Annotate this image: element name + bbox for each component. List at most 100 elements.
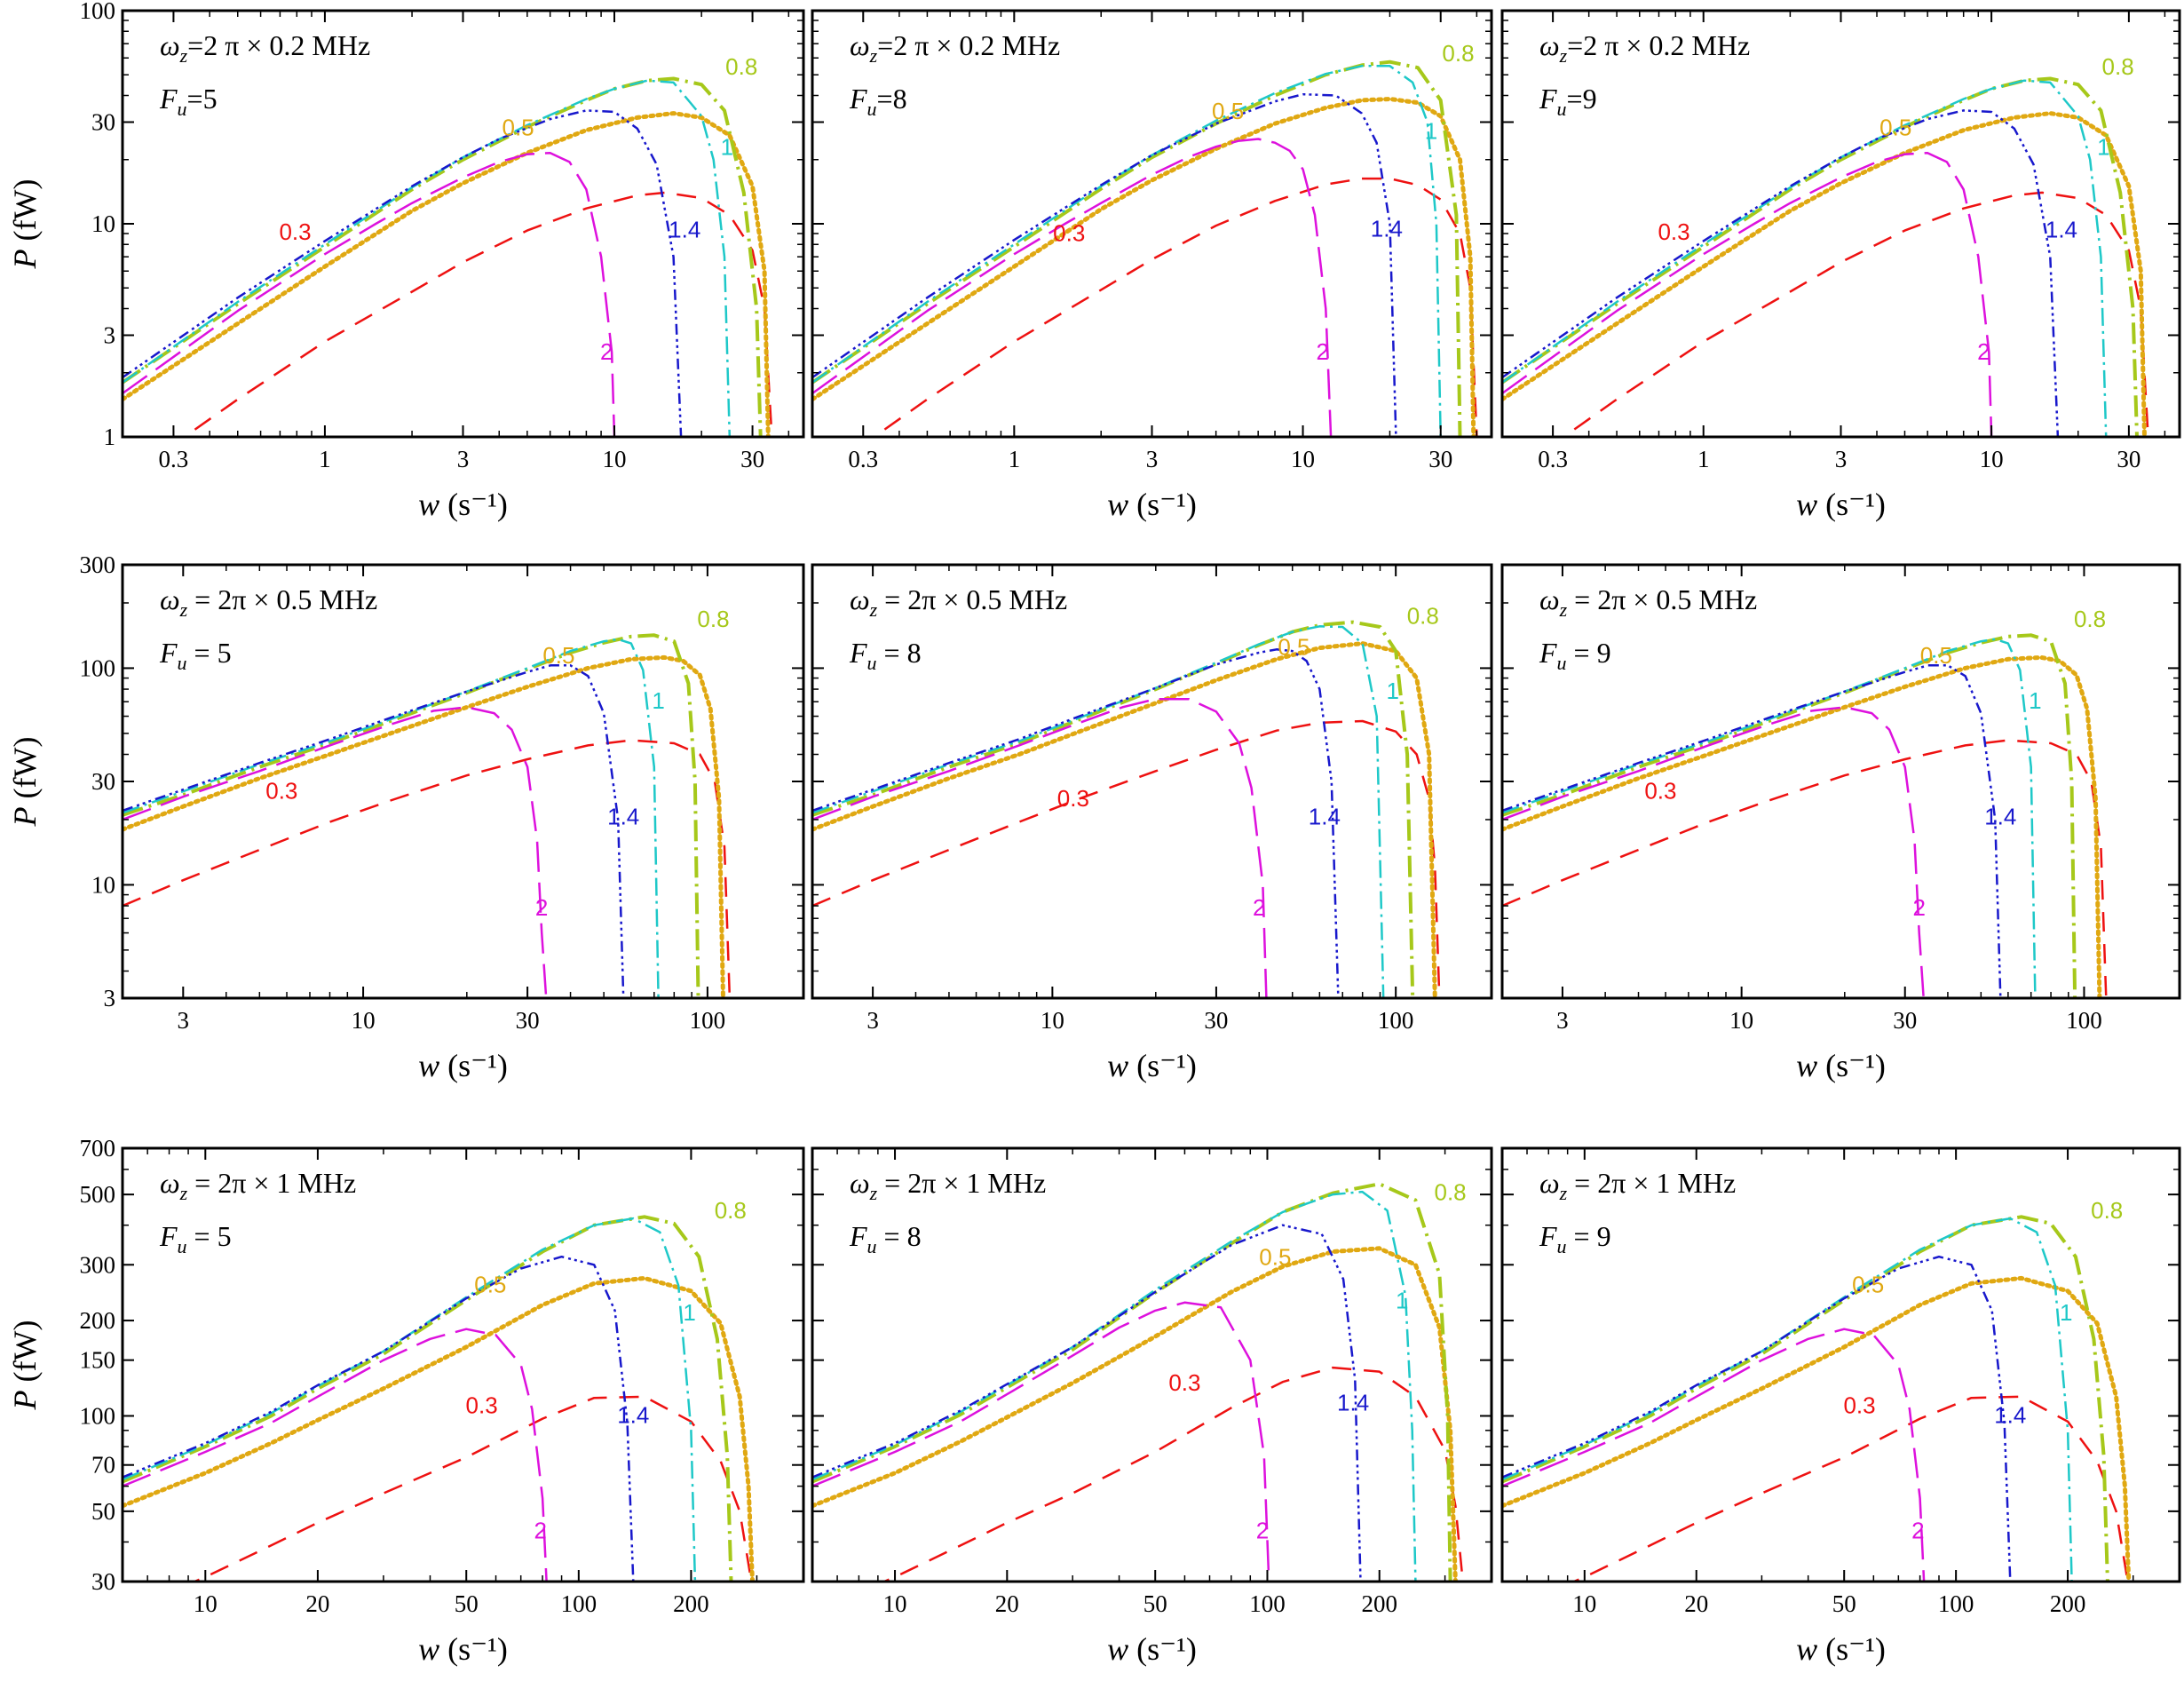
curve-label-1.4: 1.4 [607,803,639,829]
x-tick-label: 10 [603,446,627,472]
y-axis-label: P (fW) [7,1320,43,1411]
annotation-fu: Fu = 5 [159,1220,232,1257]
curve-label-0.3: 0.3 [1053,219,1085,246]
x-tick-label: 0.3 [1538,446,1568,472]
x-tick-label: 50 [1143,1590,1167,1617]
curve-label-0.8: 0.8 [2074,606,2106,632]
x-tick-label: 0.3 [848,446,878,472]
curve-label-1: 1 [721,134,733,161]
curve-label-2: 2 [534,1518,547,1544]
series-line-1 [812,1190,1417,1582]
x-axis-label: w (s⁻¹) [418,1048,508,1083]
x-axis-label: w (s⁻¹) [1107,1048,1197,1083]
curve-label-2: 2 [535,894,548,921]
curve-label-1.4: 1.4 [617,1401,649,1428]
x-tick-label: 20 [305,1590,329,1617]
series-line-0.8 [123,76,763,437]
x-tick-label: 100 [2066,1007,2102,1034]
panel-r1-c1: 3 10 30 100 0.3 0.5 0.8 1 1.4 2 ωz = 2π × 0.5 MHz F… [811,563,1493,1083]
plot-frame [121,9,805,439]
series-line-2 [812,138,1333,437]
x-tick-label: 200 [2050,1590,2086,1617]
x-tick-label: 100 [1938,1590,1974,1617]
series-line-0.8 [123,633,700,998]
annotation-fu: Fu = 8 [849,1220,922,1257]
panel-r1-c2: 3 10 30 100 0.3 0.5 0.8 1 1.4 2 ωz = 2π × 0.5 MHz F… [1500,563,2181,1083]
curve-label-0.3: 0.3 [1057,785,1089,812]
series-line-0.3 [123,739,732,998]
series-line-2 [812,697,1268,998]
series-line-2 [1502,151,1993,437]
x-axis-label: w (s⁻¹) [1107,1631,1197,1667]
x-tick-label: 3 [1146,446,1159,472]
x-tick-label: 3 [457,446,470,472]
curve-label-0.3: 0.3 [1168,1369,1200,1396]
series-line-1 [1502,638,2037,998]
curve-label-0.3: 0.3 [1843,1392,1875,1418]
curves [1502,1215,2132,1582]
y-tick-label: 3 [104,985,116,1011]
panel-r1-c0: 3 10 30 100 3 10 30 100 300 0.3 0.5 0.8 1 1.4 2 ωz = 2π… [7,551,805,1083]
y-tick-label: 10 [91,871,115,898]
curve-label-1.4: 1.4 [1309,803,1341,829]
panel-r0-c2: 0.3 1 3 10 30 0.3 0.5 0.8 1 1.4 2 ωz=2 π × 0.2 MHz F… [1500,9,2181,522]
series-line-1 [812,65,1442,437]
y-tick-label: 30 [91,1568,115,1595]
series-line-0.5 [1502,111,2147,437]
series-line-1.4 [123,1255,635,1582]
series-line-0.3 [192,1395,753,1582]
series-line-0.8 [1502,1215,2109,1582]
x-tick-label: 200 [1361,1590,1397,1617]
y-tick-label: 50 [91,1498,115,1525]
x-tick-label: 1 [1697,446,1710,472]
curves [812,620,1441,998]
series-line-1 [123,1217,697,1582]
curves [812,59,1478,437]
x-axis-label: w (s⁻¹) [418,1631,508,1667]
curve-label-0.8: 0.8 [715,1197,747,1224]
curve-label-0.8: 0.8 [2102,53,2134,80]
series-line-2 [123,706,548,998]
curve-label-0.5: 0.5 [1278,634,1310,661]
y-tick-label: 500 [80,1181,116,1208]
x-axis-label: w (s⁻¹) [1796,1631,1886,1667]
series-line-1.4 [1502,1255,2012,1582]
y-axis-label: P (fW) [7,737,43,828]
curve-label-1: 1 [2029,687,2041,714]
annotation-omega: ωz = 2π × 0.5 MHz [160,583,377,621]
annotation-fu: Fu = 8 [849,637,922,674]
plot-frame [121,1146,805,1583]
x-tick-label: 100 [1249,1590,1286,1617]
annotation-omega: ωz = 2π × 0.5 MHz [850,583,1067,621]
curve-label-0.8: 0.8 [1407,603,1439,630]
curve-label-0.3: 0.3 [1658,218,1689,245]
curve-label-0.8: 0.8 [725,53,757,80]
series-line-2 [812,1301,1270,1582]
annotation-fu: Fu=9 [1539,83,1597,120]
curve-label-1: 1 [1387,678,1399,704]
series-line-0.3 [872,177,1478,437]
series-line-0.8 [1502,633,2077,998]
curve-label-2: 2 [1977,338,1990,365]
curves [123,633,732,998]
curve-label-1: 1 [2060,1299,2072,1326]
curve-label-1.4: 1.4 [2046,217,2077,243]
curve-label-0.3: 0.3 [279,218,311,245]
series-line-2 [1502,706,1925,998]
series-line-0.3 [881,1366,1464,1582]
x-tick-label: 20 [995,1590,1019,1617]
plot-frame [811,1146,1493,1583]
plot-frame [1500,1146,2181,1583]
x-tick-label: 0.3 [159,446,189,472]
curve-label-1: 1 [683,1299,695,1326]
series-line-0.8 [812,59,1462,437]
x-tick-label: 1 [319,446,331,472]
series-line-0.5 [812,97,1476,437]
curve-label-0.5: 0.5 [474,1272,506,1298]
panel-r2-c0: 10 20 50 100 200 30 50 70 100 150 200 300 500 700 0.3 0… [7,1135,805,1667]
x-tick-label: 10 [1572,1590,1596,1617]
curve-label-1.4: 1.4 [1994,1401,2026,1428]
curve-label-2: 2 [600,338,613,365]
x-tick-label: 10 [194,1590,218,1617]
annotation-omega: ωz = 2π × 1 MHz [1539,1167,1736,1204]
